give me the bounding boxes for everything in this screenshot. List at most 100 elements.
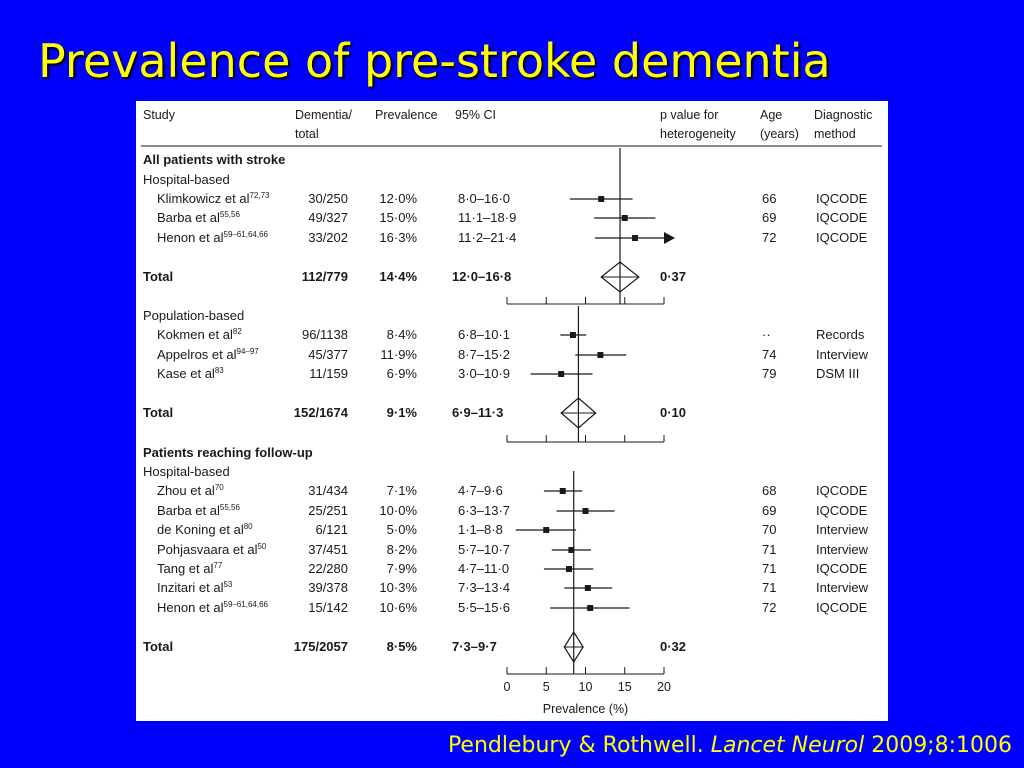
table-row: Barba et al55,56 25/251 10·0% 6·3–13·7 69 IQC… — [157, 503, 868, 518]
study-name: Tang et al77 — [157, 561, 223, 576]
study-n: 49/327 — [308, 210, 348, 225]
study-name: Barba et al55,56 — [157, 210, 240, 225]
study-n: 33/202 — [308, 230, 348, 245]
study-ci: 4·7–9·6 — [458, 483, 503, 498]
study-ref: 59–61,64,66 — [224, 600, 269, 609]
study-ref: 83 — [215, 366, 224, 375]
point-estimate — [584, 585, 591, 591]
study-ci: 5·5–15·6 — [458, 600, 510, 615]
study-prevalence: 8·4% — [387, 327, 418, 342]
study-age: 69 — [762, 210, 776, 225]
study-method: Interview — [816, 522, 869, 537]
study-n: 39/378 — [308, 580, 348, 595]
total-n: 175/2057 — [294, 639, 348, 654]
header-dementia-total-2: total — [295, 127, 319, 141]
study-prevalence: 16·3% — [379, 230, 417, 245]
study-prevalence: 10·0% — [379, 503, 417, 518]
total-label: Total — [143, 639, 173, 654]
x-axis-label: Prevalence (%) — [543, 702, 628, 716]
study-prevalence: 5·0% — [387, 522, 418, 537]
study-method: IQCODE — [816, 483, 868, 498]
header-diag-2: method — [814, 127, 856, 141]
study-ref: 70 — [215, 483, 224, 492]
study-name: Kase et al83 — [157, 366, 224, 381]
total-label: Total — [143, 269, 173, 284]
study-age: 72 — [762, 230, 776, 245]
table-row: Henon et al59–61,64,66 33/202 16·3% 11·2–21… — [157, 230, 868, 245]
study-name: Klimkowicz et al72,73 — [157, 191, 270, 206]
study-prevalence: 12·0% — [379, 191, 417, 206]
table-row: de Koning et al80 6/121 5·0% 1·1–8·8 70 Inter… — [157, 522, 869, 537]
point-estimate — [631, 235, 638, 241]
study-method: DSM III — [816, 366, 859, 381]
study-age: 69 — [762, 503, 776, 518]
x-tick-label: 0 — [504, 680, 511, 694]
point-estimate — [598, 196, 605, 202]
study-prevalence: 8·2% — [387, 542, 418, 557]
study-n: 25/251 — [308, 503, 348, 518]
study-ref: 77 — [213, 561, 222, 570]
group-heading: All patients with stroke — [143, 152, 285, 167]
study-n: 15/142 — [308, 600, 348, 615]
study-ci: 11·1–18·9 — [458, 210, 516, 225]
point-estimate — [621, 215, 628, 221]
total-p-value: 0·10 — [660, 405, 686, 420]
study-ref: 55,56 — [220, 503, 241, 512]
study-method: Records — [816, 327, 865, 342]
total-label: Total — [143, 405, 173, 420]
study-name: Barba et al55,56 — [157, 503, 240, 518]
study-ref: 94–97 — [237, 347, 260, 356]
study-method: IQCODE — [816, 191, 868, 206]
study-name: Henon et al59–61,64,66 — [157, 230, 269, 245]
citation-authors: Pendlebury & Rothwell. — [447, 733, 711, 758]
table-row: Kokmen et al82 96/1138 8·4% 6·8–10·1 ·· Recor… — [157, 327, 865, 342]
study-method: IQCODE — [816, 503, 868, 518]
study-age: 74 — [762, 347, 776, 362]
total-prevalence: 9·1% — [387, 405, 418, 420]
table-row: Kase et al83 11/159 6·9% 3·0–10·9 79 DSM III — [157, 366, 859, 381]
group-1: All patients with stroke Hospital-based Kl… — [143, 152, 868, 284]
total-n: 112/779 — [302, 269, 348, 284]
total-ci: 6·9–11·3 — [452, 405, 503, 420]
study-age: 71 — [762, 542, 776, 557]
study-n: 11/159 — [309, 366, 348, 381]
table-row: Inzitari et al53 39/378 10·3% 7·3–13·4 71 Int… — [157, 580, 869, 595]
study-age: 68 — [762, 483, 776, 498]
slide-title: Prevalence of pre-stroke dementia — [38, 34, 831, 88]
study-method: IQCODE — [816, 600, 868, 615]
group-heading: Patients reaching follow-up — [143, 445, 313, 460]
total-prevalence: 8·5% — [387, 639, 418, 654]
table-row: Barba et al55,56 49/327 15·0% 11·1–18·9 69 IQ… — [157, 210, 868, 225]
study-n: 45/377 — [308, 347, 348, 362]
header-p-1: p value for — [660, 108, 718, 122]
summary-diamond — [563, 630, 584, 664]
header-study: Study — [143, 108, 176, 122]
study-age: 70 — [762, 522, 776, 537]
study-n: 30/250 — [308, 191, 348, 206]
study-ci: 5·7–10·7 — [458, 542, 510, 557]
study-ref: 80 — [244, 522, 253, 531]
study-prevalence: 15·0% — [379, 210, 417, 225]
point-estimate — [568, 547, 575, 553]
forest-plot: Study Dementia/ total Prevalence 95% CI … — [141, 108, 882, 716]
point-estimate — [597, 352, 604, 358]
x-tick-label: 5 — [543, 680, 550, 694]
point-estimate — [543, 527, 550, 533]
study-age: ·· — [762, 327, 771, 342]
table-row: Henon et al59–61,64,66 15/142 10·6% 5·5–15·… — [157, 600, 868, 615]
study-ci: 4·7–11·0 — [458, 561, 509, 576]
forest-marks: 0 5 10 15 20 — [504, 148, 675, 694]
header-ci: 95% CI — [455, 108, 496, 122]
study-name: Kokmen et al82 — [157, 327, 242, 342]
point-estimate — [587, 605, 594, 611]
total-prevalence: 14·4% — [379, 269, 417, 284]
study-prevalence: 10·3% — [379, 580, 417, 595]
study-n: 31/434 — [308, 483, 348, 498]
study-ref: 53 — [223, 580, 232, 589]
study-ref: 82 — [233, 327, 242, 336]
study-ci: 1·1–8·8 — [458, 522, 503, 537]
point-estimate — [582, 508, 589, 514]
study-ci: 8·7–15·2 — [458, 347, 510, 362]
study-ref: 59–61,64,66 — [224, 230, 269, 239]
table-row: Appelros et al94–97 45/377 11·9% 8·7–15·2 74… — [157, 347, 869, 362]
